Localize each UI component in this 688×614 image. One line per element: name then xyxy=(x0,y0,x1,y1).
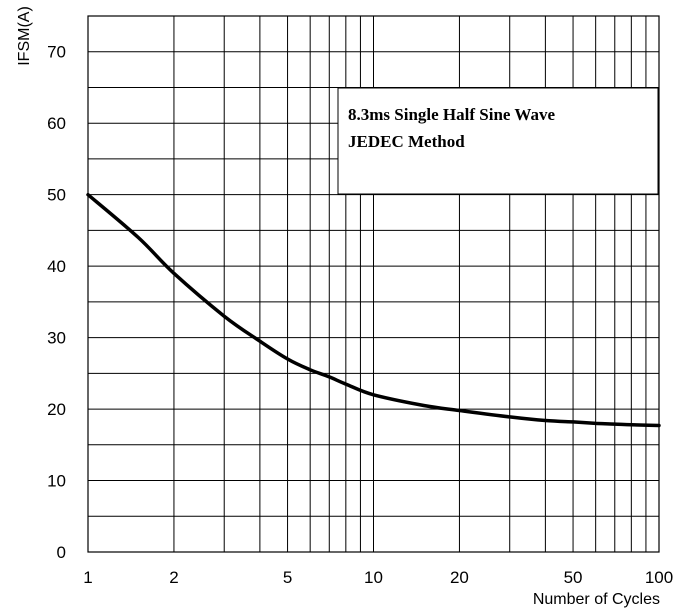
y-tick-label: 60 xyxy=(47,114,66,133)
y-tick-label: 20 xyxy=(47,400,66,419)
y-tick-label: 30 xyxy=(47,329,66,348)
annotation-line-2: JEDEC Method xyxy=(348,132,465,151)
x-tick-label: 1 xyxy=(83,568,92,587)
x-tick-label: 2 xyxy=(169,568,178,587)
surge-curve-line xyxy=(86,192,661,428)
x-tick-label: 50 xyxy=(564,568,583,587)
plot-frame xyxy=(87,15,660,553)
x-tick-label: 100 xyxy=(645,568,673,587)
annotation-line-1: 8.3ms Single Half Sine Wave xyxy=(348,105,555,124)
y-tick-label: 50 xyxy=(47,186,66,205)
x-axis-label: Number of Cycles xyxy=(533,591,660,608)
y-tick-label: 40 xyxy=(47,257,66,276)
x-tick-label: 5 xyxy=(283,568,292,587)
x-tick-labels: 1 2 5 10 20 50 100 xyxy=(83,568,673,587)
annotation-box: 8.3ms Single Half Sine Wave JEDEC Method xyxy=(337,87,659,195)
y-tick-labels: 0 10 20 30 40 50 60 70 xyxy=(47,43,66,562)
x-tick-label: 10 xyxy=(364,568,383,587)
y-axis-label: IFSM(A) xyxy=(16,6,33,66)
x-tick-label: 20 xyxy=(450,568,469,587)
y-tick-label: 10 xyxy=(47,472,66,491)
y-tick-label: 0 xyxy=(57,543,66,562)
y-tick-label: 70 xyxy=(47,43,66,62)
